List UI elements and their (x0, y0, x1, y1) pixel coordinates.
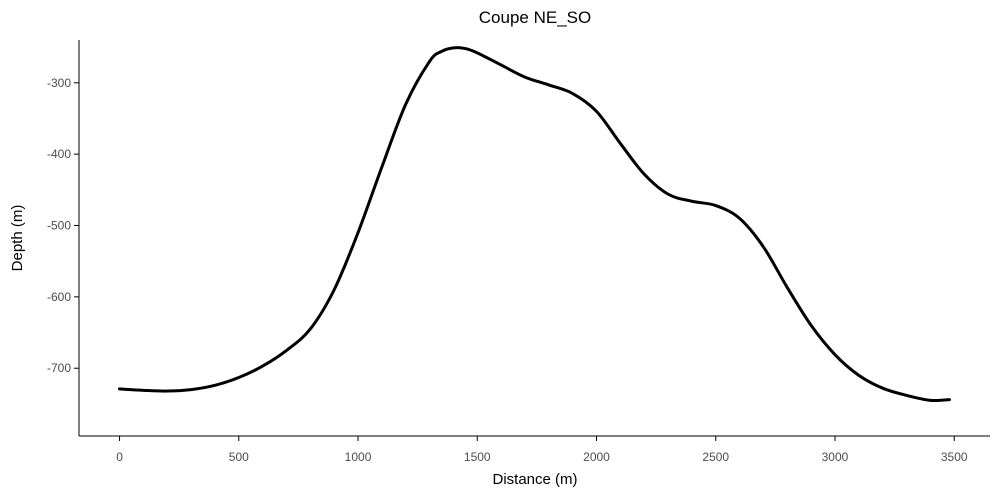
y-tick-label: -300 (47, 76, 71, 90)
x-tick-label: 3000 (822, 450, 849, 464)
y-axis-ticks: -700 -600 -500 -400 -300 (47, 76, 79, 375)
x-tick-label: 2000 (583, 450, 610, 464)
x-tick-label: 3500 (941, 450, 968, 464)
x-tick-label: 1500 (464, 450, 491, 464)
y-axis-title: Depth (m) (9, 205, 26, 272)
y-tick-label: -500 (47, 219, 71, 233)
x-axis-title: Distance (m) (492, 471, 577, 488)
x-tick-label: 1000 (345, 450, 372, 464)
y-tick-label: -700 (47, 361, 71, 375)
x-tick-label: 2500 (702, 450, 729, 464)
y-tick-label: -400 (47, 147, 71, 161)
y-tick-label: -600 (47, 290, 71, 304)
depth-profile-line (118, 46, 951, 403)
x-axis-ticks: 0 500 1000 1500 2000 2500 3000 3500 (116, 436, 968, 464)
chart-title: Coupe NE_SO (479, 8, 591, 27)
x-tick-label: 0 (116, 450, 123, 464)
x-tick-label: 500 (229, 450, 249, 464)
